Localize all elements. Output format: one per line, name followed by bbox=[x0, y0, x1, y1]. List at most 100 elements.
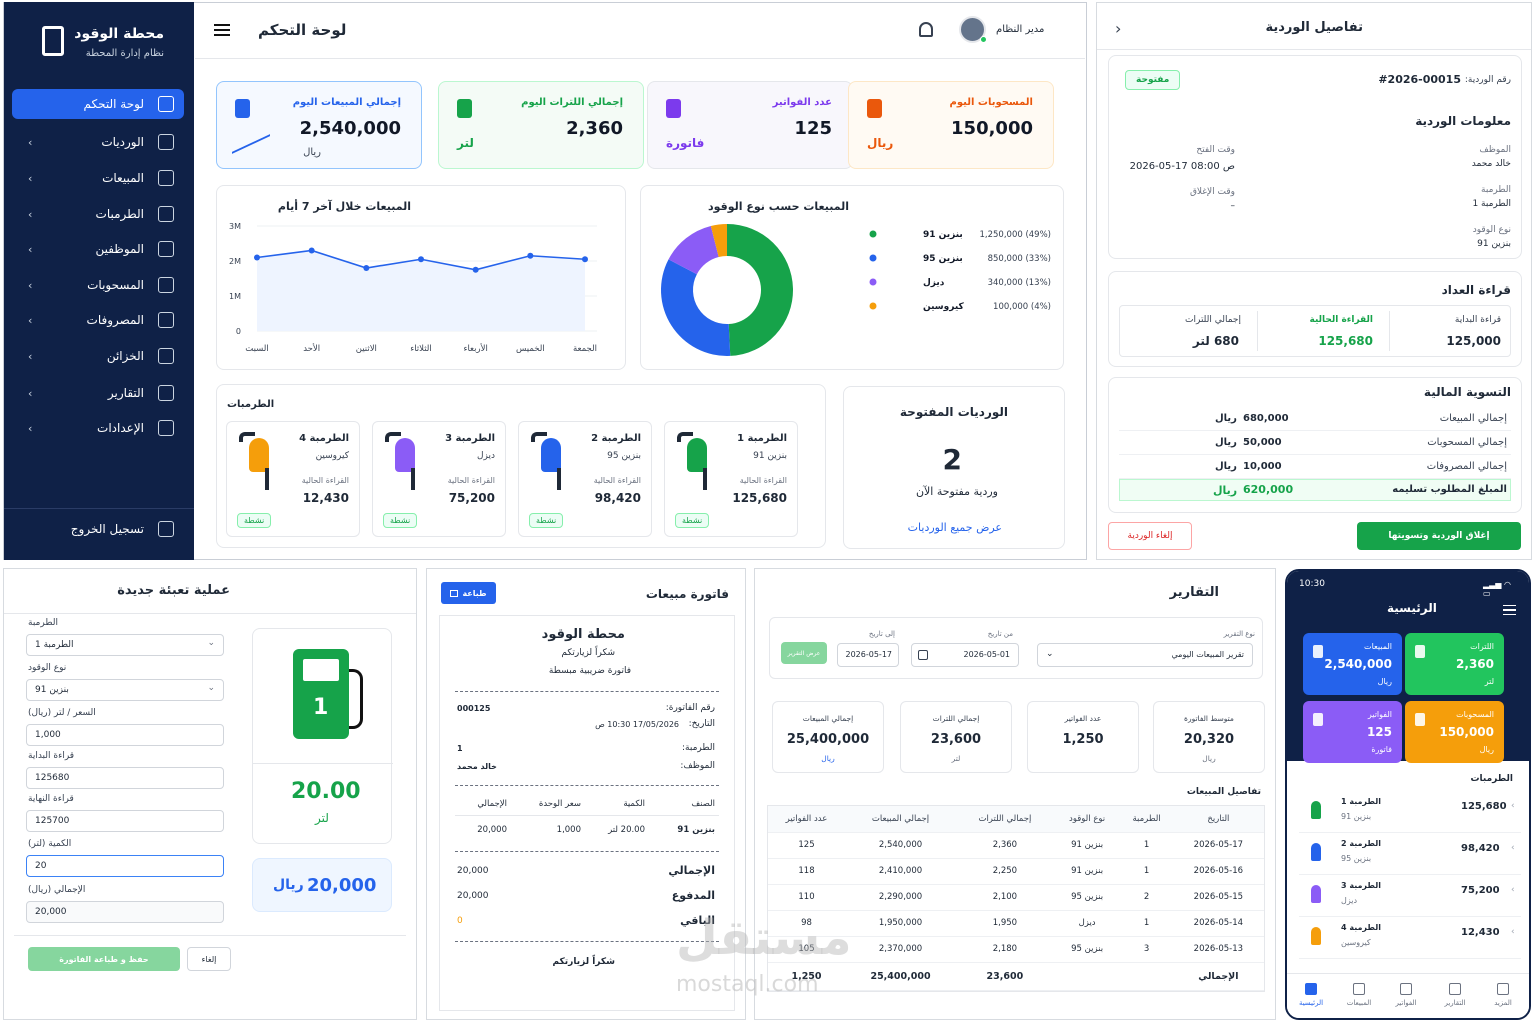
to-date-input[interactable]: 2026-05-17 bbox=[837, 643, 899, 667]
pump-select[interactable]: الطرمبة 1 ⌄ bbox=[26, 634, 224, 656]
sidebar-item-8[interactable]: التقارير › bbox=[12, 378, 184, 408]
logout-button[interactable]: تسجيل الخروج bbox=[12, 514, 184, 544]
shift-detail-panel: ‹ تفاصيل الوردية رقم الوردية: #2026-0001… bbox=[1096, 2, 1532, 560]
table-row[interactable]: 2026-05-16 1 بنزين 91 2,250 2,410,000 118 bbox=[768, 858, 1264, 885]
table-cell: 2026-05-13 bbox=[1172, 936, 1264, 963]
avatar[interactable] bbox=[959, 16, 986, 43]
from-date-input[interactable]: 2026-05-01 bbox=[911, 643, 1019, 667]
sidebar-item-5[interactable]: المسحوبات › bbox=[12, 270, 184, 300]
fuel-select[interactable]: بنزين 91 ⌄ bbox=[26, 679, 224, 701]
sidebar-item-0[interactable]: لوحة التحكم bbox=[12, 89, 184, 119]
table-cell: 105 bbox=[768, 936, 845, 963]
cancel-button[interactable]: إلغاء bbox=[187, 947, 231, 971]
donut-chart-svg: بنزين 91 1,250,000 (49%) بنزين 95 850,000 (… bbox=[661, 224, 1051, 356]
stat-card-2[interactable]: عدد الفواتير 125 فاتورة bbox=[647, 81, 853, 169]
back-chevron-icon[interactable]: ‹ bbox=[1115, 19, 1122, 38]
column-header: إجمالي المبيعات bbox=[845, 806, 957, 833]
open-time-value: 2026-05-17 08:00 ص bbox=[1129, 161, 1235, 172]
user-name[interactable]: مدير النظام bbox=[996, 24, 1045, 35]
page-title: لوحة التحكم bbox=[258, 21, 347, 39]
sidebar-item-7[interactable]: الخزائن › bbox=[12, 341, 184, 371]
qty-input[interactable]: 20 bbox=[26, 855, 224, 877]
menu-icon[interactable] bbox=[214, 24, 230, 36]
fuel-label: نوع الوقود bbox=[1472, 225, 1511, 235]
view-all-shifts-link[interactable]: عرض جميع الورديات bbox=[907, 521, 1002, 534]
legend-label: كيروسين bbox=[923, 302, 964, 312]
mobile-stat-card-0[interactable]: اللترات 2,360 لتر bbox=[1405, 633, 1504, 695]
fuel-nozzle-icon bbox=[1311, 801, 1321, 819]
sales-table: التاريخ الطرمبة نوع الوقود إجمالي اللترات إج… bbox=[767, 805, 1265, 992]
column-header: الطرمبة bbox=[1120, 806, 1173, 833]
sidebar-item-2[interactable]: المبيعات › bbox=[12, 163, 184, 193]
start-input[interactable]: 125680 bbox=[26, 767, 224, 789]
bell-icon[interactable] bbox=[919, 22, 933, 37]
chevron-left-icon: › bbox=[28, 242, 33, 256]
end-input[interactable]: 125700 bbox=[26, 810, 224, 832]
table-cell: بنزين 91 bbox=[1053, 858, 1121, 885]
mobile-stat-card-1[interactable]: المبيعات 2,540,000 ريال bbox=[1303, 633, 1402, 695]
mobile-pump-row[interactable]: الطرمبة 3 ديزل 75,200 › bbox=[1299, 877, 1521, 917]
mobile-pump-row[interactable]: الطرمبة 4 كيروسين 12,430 › bbox=[1299, 919, 1521, 959]
table-row[interactable]: 2026-05-13 3 بنزين 95 2,180 2,370,000 105 bbox=[768, 936, 1264, 963]
calendar-icon bbox=[918, 650, 928, 660]
table-row[interactable]: 2026-05-17 1 بنزين 91 2,360 2,540,000 125 bbox=[768, 832, 1264, 859]
invoice-item-cell: 20,000 bbox=[477, 825, 507, 835]
show-report-button[interactable]: عرض التقرير bbox=[781, 642, 827, 664]
invoice-pump: 1 bbox=[457, 744, 463, 753]
stat-card-0[interactable]: إجمالي المبيعات اليوم 2,540,000 ريال bbox=[216, 81, 422, 169]
mobile-pump-row[interactable]: الطرمبة 2 بنزين 95 98,420 › bbox=[1299, 835, 1521, 875]
table-cell: 2,180 bbox=[956, 936, 1054, 963]
table-row[interactable]: 2026-05-15 2 بنزين 95 2,100 2,290,000 110 bbox=[768, 884, 1264, 911]
mobile-stat-card-2[interactable]: المسحوبات 150,000 ريال bbox=[1405, 701, 1504, 763]
bottom-nav-2[interactable]: الفواتير bbox=[1386, 983, 1426, 1007]
sidebar-item-icon bbox=[158, 134, 174, 150]
chevron-left-icon: › bbox=[28, 278, 33, 292]
meter-label-1: القراءة الحالية bbox=[1309, 315, 1373, 325]
data-point bbox=[582, 256, 588, 263]
bottom-nav-1[interactable]: المبيعات bbox=[1339, 983, 1379, 1007]
report-type-select[interactable]: تقرير المبيعات اليومي ⌄ bbox=[1037, 643, 1253, 667]
pump-card-2[interactable]: الطرمبة 3 ديزل القراءة الحالية 75,200 نشطة bbox=[372, 421, 506, 537]
bottom-nav-3[interactable]: التقارير bbox=[1435, 983, 1475, 1007]
total-cell: 23,600 bbox=[956, 961, 1054, 991]
info-title: معلومات الوردية bbox=[1415, 114, 1511, 128]
table-cell: 2,250 bbox=[956, 858, 1054, 885]
column-header: إجمالي اللترات bbox=[956, 806, 1054, 833]
nav-icon bbox=[1497, 983, 1509, 995]
hamburger-icon[interactable] bbox=[1503, 605, 1516, 615]
sidebar-item-6[interactable]: المصروفات › bbox=[12, 305, 184, 335]
mobile-pump-row[interactable]: الطرمبة 1 بنزين 91 125,680 › bbox=[1299, 793, 1521, 833]
kpi-card-2: إجمالي اللترات 23,600 لتر bbox=[900, 701, 1012, 773]
sidebar-item-9[interactable]: الإعدادات › bbox=[12, 413, 184, 443]
sidebar-item-3[interactable]: الطرمبات › bbox=[12, 199, 184, 229]
settle-title: التسوية المالية bbox=[1423, 385, 1511, 399]
sidebar-item-4[interactable]: الموظفين › bbox=[12, 234, 184, 264]
bottom-nav-0[interactable]: الرئيسية bbox=[1291, 983, 1331, 1007]
stat-card-3[interactable]: المسحوبات اليوم 150,000 ريال bbox=[848, 81, 1054, 169]
close-shift-button[interactable]: إغلاق الوردية وتسويتها bbox=[1357, 522, 1521, 550]
invoice-item-cell: 20.00 لتر bbox=[608, 825, 645, 835]
legend-value: 100,000 (4%) bbox=[993, 302, 1051, 312]
stat-icon bbox=[235, 99, 250, 118]
stat-card-1[interactable]: إجمالي اللترات اليوم 2,360 لتر bbox=[438, 81, 644, 169]
chevron-down-icon: ⌄ bbox=[207, 638, 215, 648]
print-button[interactable]: طباعة bbox=[441, 582, 496, 604]
total-cell: 25,400,000 bbox=[845, 961, 957, 991]
total-cell bbox=[1120, 961, 1173, 991]
save-print-button[interactable]: حفظ و طباعة الفاتورة bbox=[28, 947, 180, 971]
cancel-shift-button[interactable]: إلغاء الوردية bbox=[1108, 522, 1192, 550]
sidebar-item-icon bbox=[158, 277, 174, 293]
table-cell: 118 bbox=[768, 858, 845, 885]
pump-number: 1 bbox=[313, 695, 329, 720]
mobile-stat-card-3[interactable]: الفواتير 125 فاتورة bbox=[1303, 701, 1402, 763]
total-input[interactable]: 20,000 bbox=[26, 901, 224, 923]
pump-card-1[interactable]: الطرمبة 2 بنزين 95 القراءة الحالية 98,420 نش… bbox=[518, 421, 652, 537]
pump-card-3[interactable]: الطرمبة 4 كيروسين القراءة الحالية 12,430 نشط… bbox=[226, 421, 360, 537]
table-row[interactable]: 2026-05-14 1 ديزل 1,950 1,950,000 98 bbox=[768, 910, 1264, 937]
kpi-card-0: متوسط الفاتورة 20,320 ريال bbox=[1153, 701, 1265, 773]
bottom-nav-4[interactable]: المزيد bbox=[1483, 983, 1523, 1007]
price-input[interactable]: 1,000 bbox=[26, 724, 224, 746]
due-row bbox=[1119, 479, 1511, 501]
sidebar-item-1[interactable]: الورديات › bbox=[12, 127, 184, 157]
pump-card-0[interactable]: الطرمبة 1 بنزين 91 القراءة الحالية 125,680 ن… bbox=[664, 421, 798, 537]
